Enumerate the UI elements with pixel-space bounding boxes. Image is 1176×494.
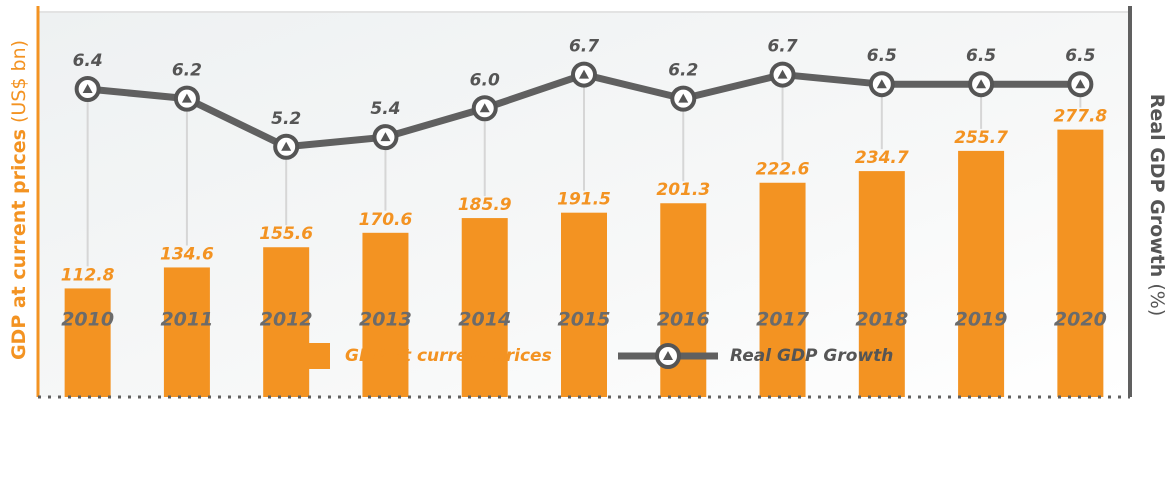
marks: 112.8 134.6 155.6 170.6 185.9 191.5 201.3 222.6… [61,37,1107,397]
x-tick-label: 2012 [260,309,313,331]
bar-value-label: 201.3 [656,180,710,200]
y2-axis-title-main: Real GDP Growth [1147,94,1169,278]
marker-triangle [777,69,788,79]
legend-triangle [663,351,673,360]
x-tick-label: 2011 [160,309,213,331]
y-axis-title: GDP at current prices (US$ bn) [8,40,30,360]
y2-axis-title-unit: (%) [1147,283,1169,316]
bar [858,171,905,397]
bar-value-label: 170.6 [359,210,413,230]
legend-label: Real GDP Growth [730,346,893,366]
bar-value-label: 155.6 [259,224,313,244]
legend-swatch [285,343,330,369]
line-value-label: 6.5 [867,46,897,66]
bar-value-label: 234.7 [855,148,909,168]
line-value-label: 6.7 [767,37,797,57]
marker-triangle [876,79,887,89]
marker-triangle [579,69,589,79]
x-tick-label: 2015 [558,309,611,331]
x-tick-label: 2013 [359,309,412,331]
marker-triangle [1075,79,1086,89]
x-tick-label: 2010 [61,309,114,331]
bar [1057,129,1104,397]
line-value-label: 6.2 [668,61,698,81]
x-tick-label: 2020 [1054,309,1107,331]
x-tick-label: 2014 [458,309,511,331]
x-tick-label: 2017 [756,309,810,331]
bar-value-label: 255.7 [954,128,1008,148]
bar [759,182,806,397]
bar [362,232,409,397]
bar [163,267,210,397]
y-axis-title-main: GDP at current prices [8,129,30,360]
bar-value-label: 185.9 [458,195,512,215]
line-value-label: 6.7 [569,37,599,57]
line-value-label: 6.5 [1065,46,1095,66]
marker-triangle [678,93,689,103]
x-tick-label: 2016 [657,309,710,331]
legend-label: GDP at current prices [345,346,552,366]
line-value-label: 5.2 [271,109,301,129]
y2-axis-title: Real GDP Growth (%) [1147,94,1169,317]
marker-triangle [82,84,93,93]
y-axis-title-unit: (US$ bn) [8,40,30,123]
marker-triangle [976,79,987,89]
line-value-label: 6.2 [172,61,202,81]
bar-value-label: 222.6 [756,160,810,180]
bar [263,247,310,397]
x-tick-label: 2018 [855,309,908,331]
marker-triangle [181,93,192,103]
x-tick-label: 2019 [955,309,1008,331]
marker-triangle [380,132,391,142]
marker-triangle [281,141,292,151]
marker-triangle [479,103,490,113]
line-value-label: 6.5 [966,46,996,66]
bar [561,212,607,397]
bar-value-label: 191.5 [557,190,611,210]
line-value-label: 6.0 [470,70,500,90]
bar-value-label: 277.8 [1053,107,1107,127]
bar-value-label: 112.8 [61,265,115,285]
line-value-label: 5.4 [370,99,400,119]
bar-value-label: 134.6 [160,244,214,264]
bar [958,150,1005,397]
bar [64,288,111,397]
bar [461,218,508,397]
legend: GDP at current prices Real GDP Growth [285,343,893,369]
line-value-label: 6.4 [73,51,103,71]
